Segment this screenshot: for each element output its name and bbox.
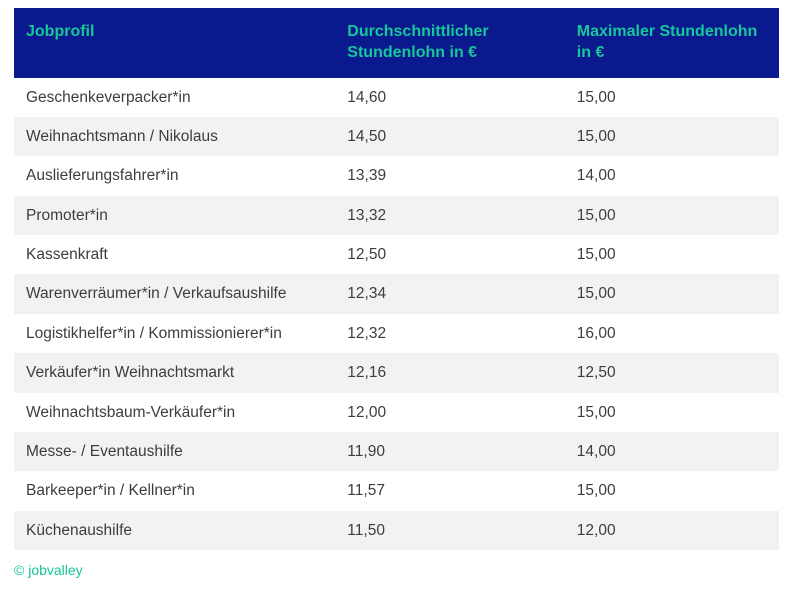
cell-avg: 14,60 xyxy=(335,78,565,117)
cell-avg: 11,90 xyxy=(335,432,565,471)
header-row: Jobprofil Durchschnittlicher Stundenlohn… xyxy=(14,8,779,78)
col-header-max: Maximaler Stundenlohn in € xyxy=(565,8,779,78)
table-body: Geschenkeverpacker*in14,6015,00Weihnacht… xyxy=(14,78,779,551)
table-row: Barkeeper*in / Kellner*in11,5715,00 xyxy=(14,471,779,510)
cell-job: Weihnachtsbaum-Verkäufer*in xyxy=(14,393,335,432)
cell-job: Barkeeper*in / Kellner*in xyxy=(14,471,335,510)
wage-table: Jobprofil Durchschnittlicher Stundenlohn… xyxy=(14,8,779,550)
credit-line: © jobvalley xyxy=(0,550,793,578)
cell-job: Geschenkeverpacker*in xyxy=(14,78,335,117)
table-row: Messe- / Eventaushilfe11,9014,00 xyxy=(14,432,779,471)
cell-max: 15,00 xyxy=(565,117,779,156)
table-row: Geschenkeverpacker*in14,6015,00 xyxy=(14,78,779,117)
cell-job: Kassenkraft xyxy=(14,235,335,274)
cell-max: 16,00 xyxy=(565,314,779,353)
table-container: Jobprofil Durchschnittlicher Stundenlohn… xyxy=(0,0,793,550)
cell-max: 14,00 xyxy=(565,156,779,195)
cell-job: Küchenaushilfe xyxy=(14,511,335,550)
cell-avg: 14,50 xyxy=(335,117,565,156)
table-row: Küchenaushilfe11,5012,00 xyxy=(14,511,779,550)
cell-max: 15,00 xyxy=(565,235,779,274)
col-header-avg: Durchschnittlicher Stundenlohn in € xyxy=(335,8,565,78)
cell-max: 15,00 xyxy=(565,78,779,117)
cell-avg: 12,50 xyxy=(335,235,565,274)
cell-avg: 13,39 xyxy=(335,156,565,195)
cell-job: Warenverräumer*in / Verkaufsaushilfe xyxy=(14,274,335,313)
cell-job: Weihnachtsmann / Nikolaus xyxy=(14,117,335,156)
cell-max: 15,00 xyxy=(565,274,779,313)
table-row: Logistikhelfer*in / Kommissionierer*in12… xyxy=(14,314,779,353)
table-row: Promoter*in13,3215,00 xyxy=(14,196,779,235)
cell-avg: 12,00 xyxy=(335,393,565,432)
table-row: Weihnachtsbaum-Verkäufer*in12,0015,00 xyxy=(14,393,779,432)
cell-max: 12,00 xyxy=(565,511,779,550)
table-row: Weihnachtsmann / Nikolaus14,5015,00 xyxy=(14,117,779,156)
cell-avg: 12,32 xyxy=(335,314,565,353)
cell-avg: 11,57 xyxy=(335,471,565,510)
cell-job: Logistikhelfer*in / Kommissionierer*in xyxy=(14,314,335,353)
cell-max: 15,00 xyxy=(565,393,779,432)
cell-max: 15,00 xyxy=(565,471,779,510)
table-row: Auslieferungsfahrer*in13,3914,00 xyxy=(14,156,779,195)
cell-avg: 12,34 xyxy=(335,274,565,313)
col-header-job: Jobprofil xyxy=(14,8,335,78)
cell-job: Promoter*in xyxy=(14,196,335,235)
cell-max: 12,50 xyxy=(565,353,779,392)
table-row: Verkäufer*in Weihnachtsmarkt12,1612,50 xyxy=(14,353,779,392)
cell-job: Messe- / Eventaushilfe xyxy=(14,432,335,471)
cell-job: Verkäufer*in Weihnachtsmarkt xyxy=(14,353,335,392)
table-header: Jobprofil Durchschnittlicher Stundenlohn… xyxy=(14,8,779,78)
cell-job: Auslieferungsfahrer*in xyxy=(14,156,335,195)
cell-avg: 12,16 xyxy=(335,353,565,392)
cell-max: 14,00 xyxy=(565,432,779,471)
cell-avg: 11,50 xyxy=(335,511,565,550)
cell-avg: 13,32 xyxy=(335,196,565,235)
table-row: Kassenkraft12,5015,00 xyxy=(14,235,779,274)
cell-max: 15,00 xyxy=(565,196,779,235)
table-row: Warenverräumer*in / Verkaufsaushilfe12,3… xyxy=(14,274,779,313)
